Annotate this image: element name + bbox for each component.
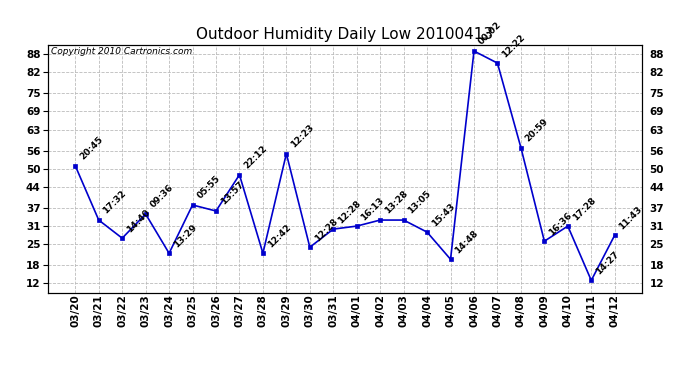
Text: 12:42: 12:42: [266, 222, 293, 249]
Title: Outdoor Humidity Daily Low 20100413: Outdoor Humidity Daily Low 20100413: [197, 27, 493, 42]
Text: 16:36: 16:36: [547, 210, 574, 237]
Text: 20:45: 20:45: [78, 135, 105, 162]
Text: 14:27: 14:27: [594, 249, 621, 276]
Text: 13:57: 13:57: [219, 180, 246, 207]
Text: 12:28: 12:28: [313, 216, 339, 243]
Text: 13:05: 13:05: [406, 189, 433, 216]
Text: 09:36: 09:36: [148, 183, 175, 210]
Text: 12:22: 12:22: [500, 32, 527, 59]
Text: 17:28: 17:28: [571, 195, 598, 222]
Text: 15:43: 15:43: [430, 201, 457, 228]
Text: 16:13: 16:13: [359, 195, 386, 222]
Text: Copyright 2010 Cartronics.com: Copyright 2010 Cartronics.com: [51, 48, 193, 57]
Text: 17:32: 17:32: [101, 189, 128, 216]
Text: 05:55: 05:55: [195, 174, 222, 201]
Text: 12:28: 12:28: [336, 198, 363, 225]
Text: 13:29: 13:29: [172, 222, 199, 249]
Text: 13:28: 13:28: [383, 189, 410, 216]
Text: 14:40: 14:40: [125, 207, 152, 234]
Text: 00:02: 00:02: [477, 21, 503, 47]
Text: 11:43: 11:43: [618, 204, 644, 231]
Text: 12:23: 12:23: [289, 123, 316, 150]
Text: 14:48: 14:48: [453, 228, 480, 255]
Text: 20:59: 20:59: [524, 117, 551, 144]
Text: 22:12: 22:12: [242, 144, 269, 171]
